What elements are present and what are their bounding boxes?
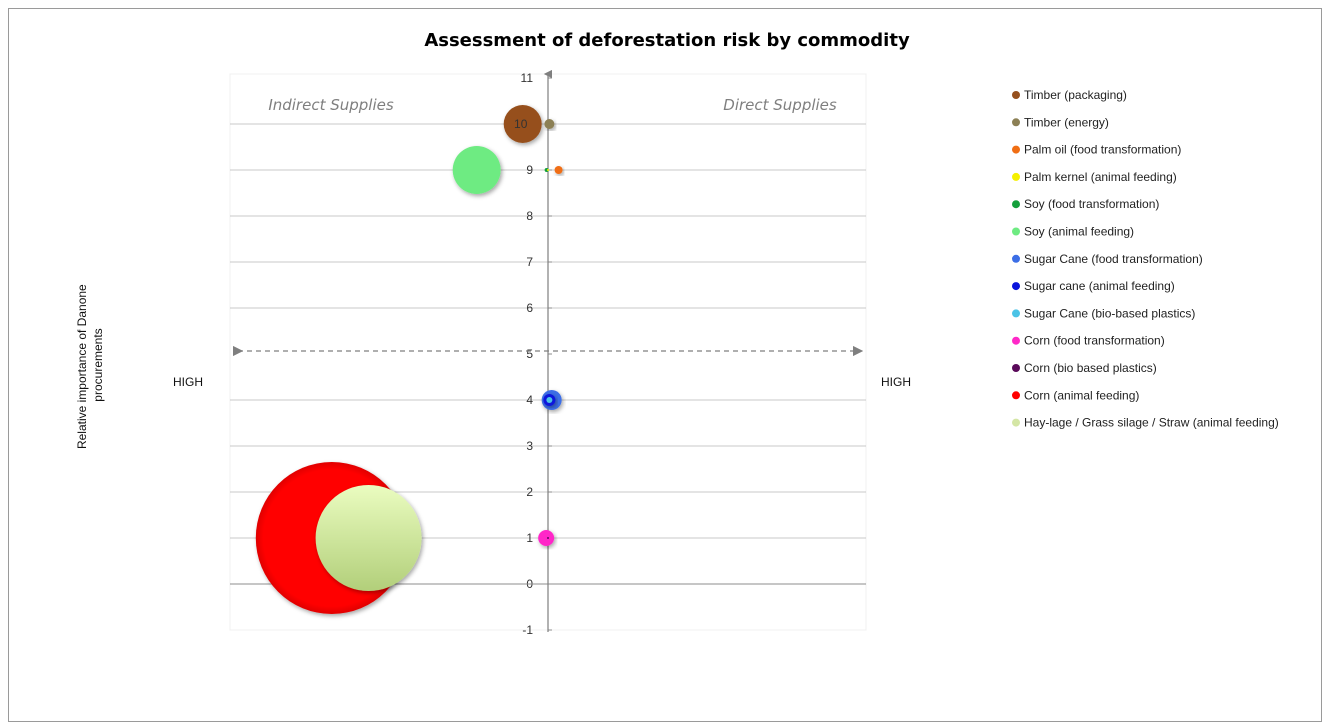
y-tick-label: 6 [526,301,533,315]
bubble-data-label: 10 [514,117,528,131]
legend-marker [1012,227,1020,236]
bubble-palm-oil-food-transformation [554,166,563,174]
side-label-right: HIGH [881,375,911,389]
legend-marker [1012,172,1020,181]
bubble-soy-food-transformation [544,168,549,172]
y-tick-label: 2 [526,485,533,499]
quadrant-label-indirect: Indirect Supplies [268,96,394,114]
legend-label: Hay-lage / Grass silage / Straw (animal … [1024,416,1279,430]
legend-label: Palm oil (food transformation) [1024,143,1181,157]
legend-marker [1012,200,1020,209]
legend-marker [1012,282,1020,291]
chart-title: Assessment of deforestation risk by comm… [424,30,910,51]
legend-label: Sugar cane (animal feeding) [1024,279,1175,293]
bubble-corn-bio-based-plastics [547,537,549,539]
legend-marker [1012,91,1020,99]
y-tick-label: 1 [526,531,533,545]
bubble-timber-packaging [503,105,542,143]
y-tick-label: 8 [526,209,533,223]
legend-label: Soy (food transformation) [1024,197,1159,211]
y-tick-label: 11 [521,71,534,85]
legend-marker [1012,391,1020,400]
y-axis-label-line-2: procurements [91,328,105,401]
legend-label: Soy (animal feeding) [1024,225,1134,239]
legend-label: Corn (food transformation) [1024,334,1165,348]
bubble-layer: 10 [255,105,563,614]
bubble-soy-animal-feeding [452,146,501,194]
y-axis-label: Relative importance of Danone procuremen… [75,281,105,449]
side-label-left: HIGH [173,375,203,389]
legend-label: Corn (animal feeding) [1024,388,1139,402]
legend-label: Corn (bio based plastics) [1024,361,1157,375]
y-tick-label: 5 [526,347,533,361]
bubble-timber-energy [544,119,555,129]
y-axis-label-line-1: Relative importance of Danone [75,284,89,449]
y-tick-label: -1 [522,623,533,637]
legend-marker [1012,309,1020,318]
bubble-palm-kernel-animal-feeding [547,169,549,171]
y-tick-label: 7 [526,255,533,269]
legend-label: Palm kernel (animal feeding) [1024,170,1177,184]
quadrant-label-direct: Direct Supplies [723,96,837,114]
bubble-hay-lage-grass-silage-straw-animal-feeding [315,485,422,591]
y-tick-label: 3 [526,439,533,453]
y-tick-label: 4 [526,393,533,407]
legend-marker [1012,336,1020,345]
legend: Timber (packaging) Timber (energy) Palm oi… [1012,88,1279,430]
legend-marker [1012,254,1020,263]
legend-marker [1012,118,1020,127]
legend-marker [1012,418,1020,427]
legend-label: Sugar Cane (food transformation) [1024,252,1203,266]
bubble-sugar-cane-bio-based-plastics [546,397,553,403]
legend-label: Sugar Cane (bio-based plastics) [1024,306,1195,320]
legend-label: Timber (packaging) [1024,88,1127,102]
legend-marker [1012,364,1020,372]
legend-marker [1012,145,1020,154]
y-tick-label: 9 [526,163,533,177]
bubble-corn-food-transformation [538,530,555,546]
legend-label: Timber (energy) [1024,115,1109,129]
